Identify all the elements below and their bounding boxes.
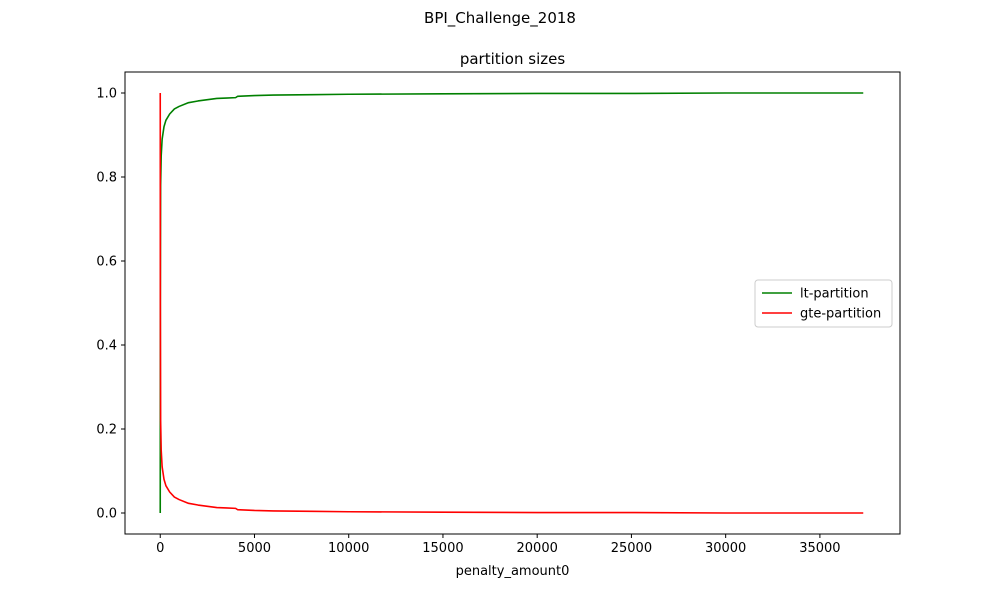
x-tick-label: 20000 [517, 541, 558, 556]
series-line-lt-partition [159, 92, 864, 514]
x-tick-label: 5000 [238, 541, 271, 556]
y-tick-label: 0.8 [96, 171, 117, 186]
x-tick-label: 15000 [422, 541, 463, 556]
y-tick-label: 0.4 [96, 339, 117, 354]
y-tick-label: 1.0 [96, 87, 117, 102]
legend-label-gte-partition: gte-partition [800, 307, 881, 322]
y-tick-label: 0.0 [96, 507, 117, 522]
legend-label-lt-partition: lt-partition [800, 287, 869, 302]
x-tick-label: 35000 [799, 541, 840, 556]
x-tick-label: 0 [156, 541, 164, 556]
legend: lt-partition gte-partition [754, 279, 893, 328]
series-line-gte-partition [159, 92, 864, 514]
series-layer [159, 92, 864, 514]
y-axis: 0.0 0.2 0.4 0.6 0.8 1.0 [96, 87, 125, 522]
legend-box [754, 279, 893, 328]
plot-area [124, 71, 901, 535]
legend-items: lt-partition gte-partition [762, 287, 881, 322]
chart-title: partition sizes [460, 50, 566, 68]
figure-suptitle: BPI_Challenge_2018 [424, 9, 576, 28]
x-axis: 0 5000 10000 15000 20000 25000 30000 35000 [156, 534, 841, 556]
x-tick-label: 25000 [611, 541, 652, 556]
x-tick-label: 30000 [705, 541, 746, 556]
x-axis-label: penalty_amount0 [456, 564, 570, 579]
axes-frame [124, 71, 901, 535]
y-tick-label: 0.2 [96, 423, 117, 438]
y-tick-label: 0.6 [96, 255, 117, 270]
x-tick-label: 10000 [328, 541, 369, 556]
